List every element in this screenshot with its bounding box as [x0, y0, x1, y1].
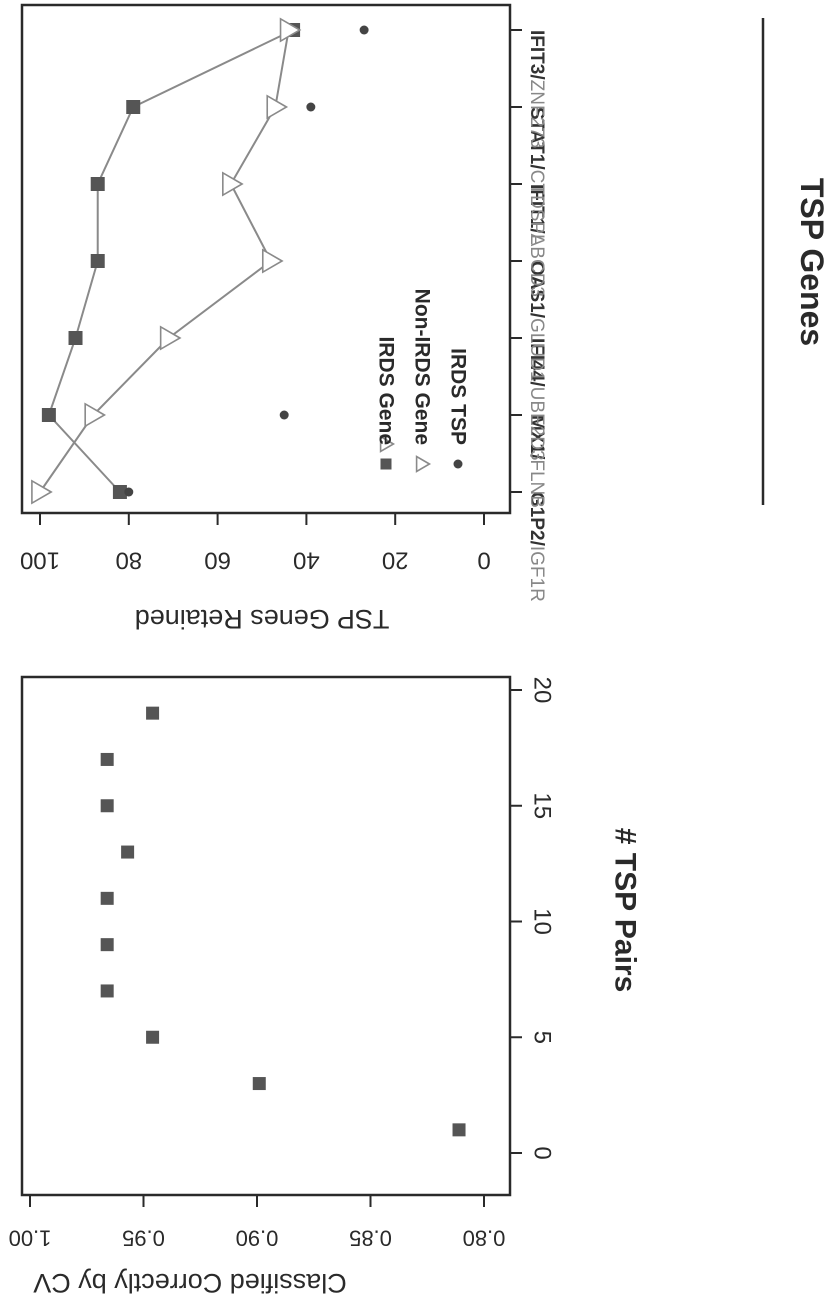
y-tick-label: 20	[382, 547, 409, 574]
x-tick-label: 10	[529, 908, 556, 935]
legend-label: Non-IRDS Gene	[411, 289, 434, 445]
irds-tsp-point	[306, 102, 316, 112]
series-line-non-irds-gene	[39, 29, 290, 493]
irds-tsp-point	[279, 410, 289, 420]
legend: IRDS Gene Non-IRDS Gene IRDS TSP	[375, 289, 470, 473]
irds-gene-point	[126, 100, 141, 114]
x-axis-title: TSP Genes	[794, 178, 830, 346]
scatter-point	[252, 1077, 266, 1091]
scatter-point	[121, 845, 135, 859]
y-tick-label: 100	[20, 547, 60, 574]
category-label-second: FLNB	[527, 459, 548, 508]
category-label: IFIT1/ABCD3	[527, 184, 548, 297]
scatter-point	[146, 1030, 160, 1044]
category-separator: /	[527, 454, 548, 460]
category-label-second: CTDSPL	[527, 170, 548, 245]
category-label-first: IFIT1	[527, 184, 548, 229]
category-label: IFIT3/ZNF273	[527, 30, 548, 148]
irds-tsp-point	[124, 487, 134, 497]
y-tick-label: 0.95	[122, 1226, 165, 1251]
x-tick-label: 15	[529, 792, 556, 819]
y-tick-label: 80	[115, 547, 142, 574]
category-separator: /	[527, 164, 548, 170]
non-irds-gene-point	[266, 94, 289, 120]
category-label-first: G1P2	[527, 492, 548, 541]
scatter-point	[100, 891, 114, 905]
legend-symbol-irds-gene	[380, 458, 392, 470]
non-irds-gene-point	[31, 479, 53, 505]
y-tick-label: 40	[293, 547, 320, 574]
scatter-point	[100, 938, 114, 952]
y-axis-title: TSP Genes Retained	[135, 604, 390, 634]
plot-frame	[20, 3, 512, 515]
category-label-second: GLUD1	[527, 318, 548, 381]
non-irds-gene-point	[222, 171, 244, 197]
legend-label: IRDS TSP	[447, 348, 470, 445]
category-label-first: IFIT3	[527, 30, 548, 74]
y-tick-label: 0.80	[463, 1226, 506, 1251]
x-tick-label: 20	[529, 677, 556, 704]
scatter-point	[100, 752, 114, 766]
y-axis-title: Classified Correctly by CV	[33, 1268, 347, 1298]
category-label-second: ABCD3	[527, 234, 548, 297]
category-label-first: IFI44	[527, 338, 548, 382]
category-label-second: ZNF273	[527, 80, 548, 149]
legend-symbol-irds-tsp	[453, 459, 463, 469]
non-irds-gene-point	[261, 248, 284, 274]
category-label: STAT1/CTDSPL	[527, 107, 548, 245]
category-label-second: IGF1R	[527, 546, 548, 602]
category-label-first: OAS1	[527, 261, 548, 313]
category-label-first: STAT1	[527, 107, 548, 165]
chart-1-scatter: 0.80 0.85 0.90 0.95 1.00 0 5 10 15 20 Classified C…	[9, 675, 642, 1298]
legend-symbol-non-irds-gene	[415, 455, 432, 473]
category-label-second: UBE2D3	[527, 387, 548, 461]
y-tick-label: 60	[204, 547, 231, 574]
category-separator: /	[527, 74, 548, 80]
y-tick-label: 0.90	[236, 1226, 279, 1251]
category-label: OAS1/GLUD1	[527, 261, 548, 381]
x-axis-title: # TSP Pairs	[609, 828, 642, 993]
non-irds-gene-point	[279, 17, 302, 43]
plot-frame	[20, 675, 512, 1197]
legend-symbol-irds-gene-open	[379, 435, 396, 453]
category-separator: /	[527, 541, 548, 547]
irds-gene-point	[41, 408, 56, 422]
irds-gene-point	[90, 177, 105, 191]
legend-label: IRDS Gene	[375, 336, 398, 445]
category-label-first: MX1	[527, 415, 548, 455]
x-tick-label: 5	[529, 1031, 556, 1044]
scatter-point	[452, 1123, 466, 1137]
y-tick-label: 0	[477, 547, 490, 574]
category-separator: /	[527, 381, 548, 387]
irds-tsp-point	[359, 25, 369, 35]
category-label: G1P2/IGF1R	[527, 492, 548, 602]
y-tick-label: 0.85	[349, 1226, 392, 1251]
x-tick-label: 0	[529, 1146, 556, 1159]
category-separator: /	[527, 313, 548, 319]
non-irds-gene-point	[159, 325, 182, 351]
non-irds-gene-point	[84, 402, 107, 428]
scatter-point	[100, 984, 114, 998]
scatter-point	[100, 799, 114, 813]
category-label: MX1/FLNB	[527, 415, 548, 508]
scatter-point	[146, 706, 160, 720]
irds-gene-point	[112, 485, 127, 499]
y-tick-label: 1.00	[9, 1226, 52, 1251]
irds-gene-point	[90, 254, 105, 268]
irds-gene-point	[68, 331, 83, 345]
category-separator: /	[527, 228, 548, 234]
category-label: IFI44/UBE2D3	[527, 338, 548, 461]
